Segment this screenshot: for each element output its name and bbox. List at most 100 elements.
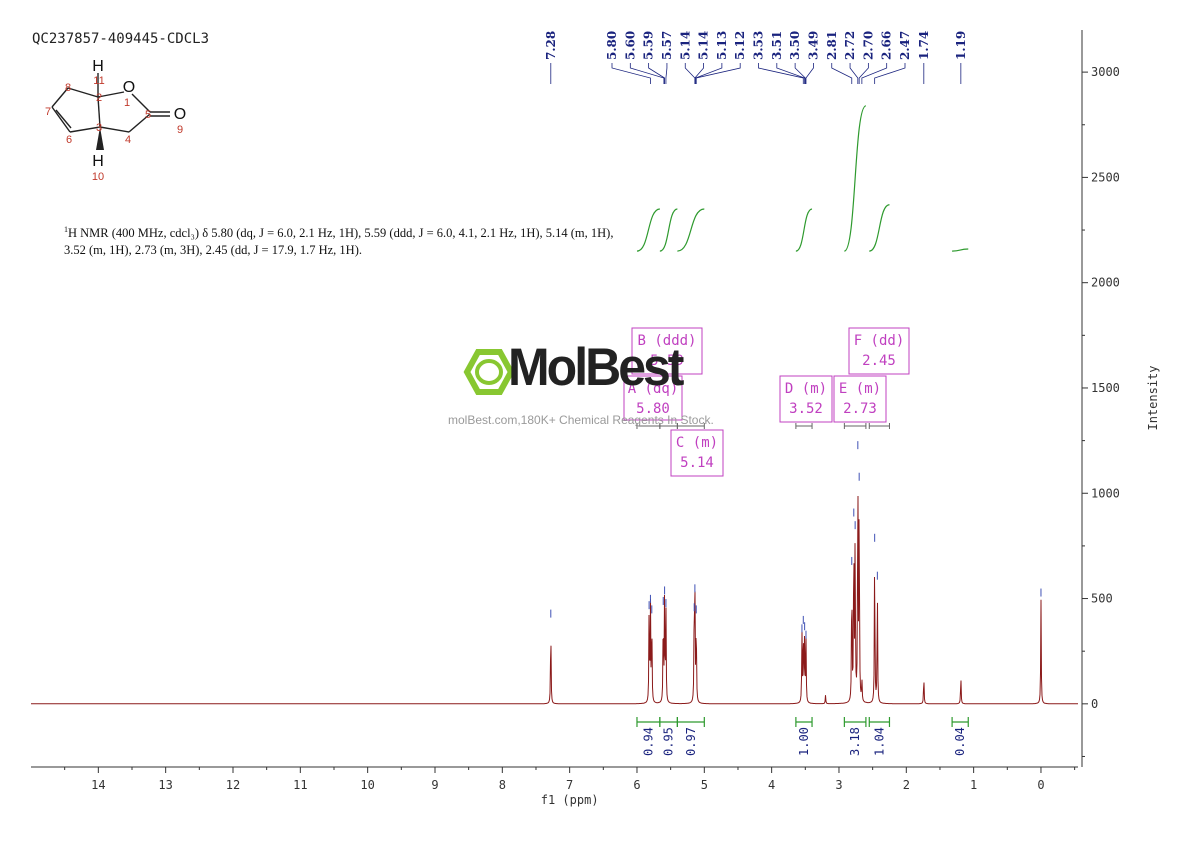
peak-label-connector: [611, 63, 651, 84]
multiplet-box: [623, 375, 683, 421]
atom-number-label: 4: [125, 134, 131, 146]
peak-label-connector: [805, 63, 814, 84]
multiplet-annotation: A (dq) 5.80: [623, 375, 683, 429]
peak-label: 3.50: [788, 31, 802, 60]
y-tick-label: 2500: [1091, 170, 1120, 184]
x-tick-label: 5: [701, 778, 708, 792]
integral-curve: [843, 105, 867, 252]
sample-title: QC237857-409445-CDCL3: [32, 31, 210, 47]
multiplet-type-label: D (m): [785, 381, 827, 397]
multiplet-annotation: F (dd) 2.45: [848, 327, 910, 429]
y-tick-label: 2000: [1091, 276, 1120, 290]
x-tick-label: 12: [226, 778, 240, 792]
multiplet-shift-label: 3.52: [789, 401, 823, 417]
y-tick-label: 3000: [1091, 65, 1120, 79]
multiplet-box: [670, 429, 724, 477]
x-tick-label: 6: [633, 778, 640, 792]
y-tick-label: 1500: [1091, 381, 1120, 395]
peak-label-connector: [665, 63, 668, 84]
integral-curve: [795, 208, 813, 252]
y-tick-label: 0: [1091, 697, 1098, 711]
molecule-labels: O O H H 1 2 3 4 5 6 7 8 9 10 11: [45, 58, 186, 183]
peak-label: 2.70: [861, 31, 875, 60]
integral-curve: [869, 204, 890, 252]
peak-label: 3.51: [770, 31, 784, 60]
atom-number-label: 1: [124, 97, 130, 109]
integral-curve: [677, 208, 705, 252]
multiplet-type-label: B (ddd): [637, 333, 696, 349]
atom-number-label: 5: [145, 109, 151, 121]
integral-curve: [952, 248, 969, 252]
atom-number-label: 11: [93, 75, 104, 87]
peak-label: 5.80: [605, 31, 619, 60]
integral-value-label: 0.95: [662, 727, 676, 756]
watermark-brand: MolBest: [508, 337, 684, 397]
multiplet-shift-label: 5.80: [636, 401, 670, 417]
multiplet-group: A (dq) 5.80 B (ddd) 5.59 C (m) 5.14 D (m) 3.52 E…: [623, 327, 910, 477]
peak-label: 3.53: [752, 31, 766, 60]
atom-number-label: 6: [66, 134, 72, 146]
atom-label: O: [123, 79, 135, 96]
multiplet-shift-label: 2.45: [862, 353, 896, 369]
x-tick-label: 13: [158, 778, 172, 792]
peak-label: 5.13: [715, 31, 729, 60]
multiplet-box: [848, 327, 910, 375]
integral-curve: [659, 208, 678, 252]
spectrum-line: [31, 495, 1078, 705]
peak-label: 5.57: [660, 31, 674, 60]
x-tick-label: 7: [566, 778, 573, 792]
x-tick-label: 14: [91, 778, 105, 792]
peak-label-connector: [695, 63, 741, 84]
multiplet-annotation: E (m) 2.73: [833, 375, 887, 429]
peak-label-connector: [648, 63, 665, 84]
atom-number-label: 2: [96, 92, 102, 104]
multiplet-shift-label: 5.59: [650, 353, 684, 369]
peak-label: 1.74: [917, 31, 931, 60]
peak-label-connector: [758, 63, 804, 84]
multiplet-type-label: E (m): [839, 381, 881, 397]
x-tick-label: 8: [499, 778, 506, 792]
integral-value-label: 0.94: [641, 727, 655, 756]
x-tick-label: 0: [1037, 778, 1044, 792]
peak-label: 3.49: [806, 31, 820, 60]
peak-label: 2.66: [880, 31, 894, 60]
peak-label: 5.59: [642, 31, 656, 60]
multiplet-box: [631, 327, 703, 375]
watermark-logo-icon: [463, 349, 515, 395]
integral-value-label: 1.04: [872, 727, 886, 756]
integral-group: 0.94 0.95 0.97 1.00 3.18 1.04 0.04: [636, 105, 969, 756]
y-axis-label: Intensity: [1146, 365, 1160, 430]
atom-label: H: [92, 153, 104, 170]
peak-label-connector: [849, 63, 859, 84]
atom-label: H: [92, 58, 104, 75]
peak-label-connector: [858, 63, 869, 84]
multiplet-annotation: B (ddd) 5.59: [631, 327, 703, 429]
peak-label: 5.14: [678, 31, 692, 60]
atom-number-label: 9: [177, 124, 183, 136]
peak-label-connector: [776, 63, 806, 84]
multiplet-type-label: F (dd): [854, 333, 905, 349]
y-tick-label: 500: [1091, 592, 1113, 606]
multiplet-shift-label: 5.14: [680, 455, 714, 471]
peak-label: 2.72: [843, 31, 857, 60]
molecule-structure: [51, 73, 170, 150]
nmr-description: 1H NMR (400 MHz, cdcl₃) δ 5.80 (dq, J = …: [64, 221, 624, 259]
integral-value-label: 3.18: [848, 727, 862, 756]
peak-label-connector: [695, 63, 723, 84]
integral-curve: [636, 208, 661, 252]
peak-label-connector: [684, 63, 696, 84]
peak-label: 7.28: [544, 31, 558, 60]
peak-label-connector: [694, 63, 704, 84]
multiplet-type-label: C (m): [676, 435, 718, 451]
integral-value-label: 1.00: [797, 727, 811, 756]
chart-axes: 14 13 12 11 10 9 8 7 6 5 4 3 2 1 005001000150020002500…: [31, 30, 1160, 807]
y-tick-label: 1000: [1091, 486, 1120, 500]
peak-label-connector: [874, 63, 906, 84]
multiplet-shift-label: 2.73: [843, 401, 877, 417]
peak-label-group: 7.28 5.80 5.60 5.59 5.57 5.14 5.14 5.13 5.12 3.53…: [544, 31, 968, 84]
spectrum-series: [31, 441, 1078, 705]
peak-label: 5.60: [623, 31, 637, 60]
peak-label: 2.47: [898, 31, 912, 60]
x-tick-label: 1: [970, 778, 977, 792]
